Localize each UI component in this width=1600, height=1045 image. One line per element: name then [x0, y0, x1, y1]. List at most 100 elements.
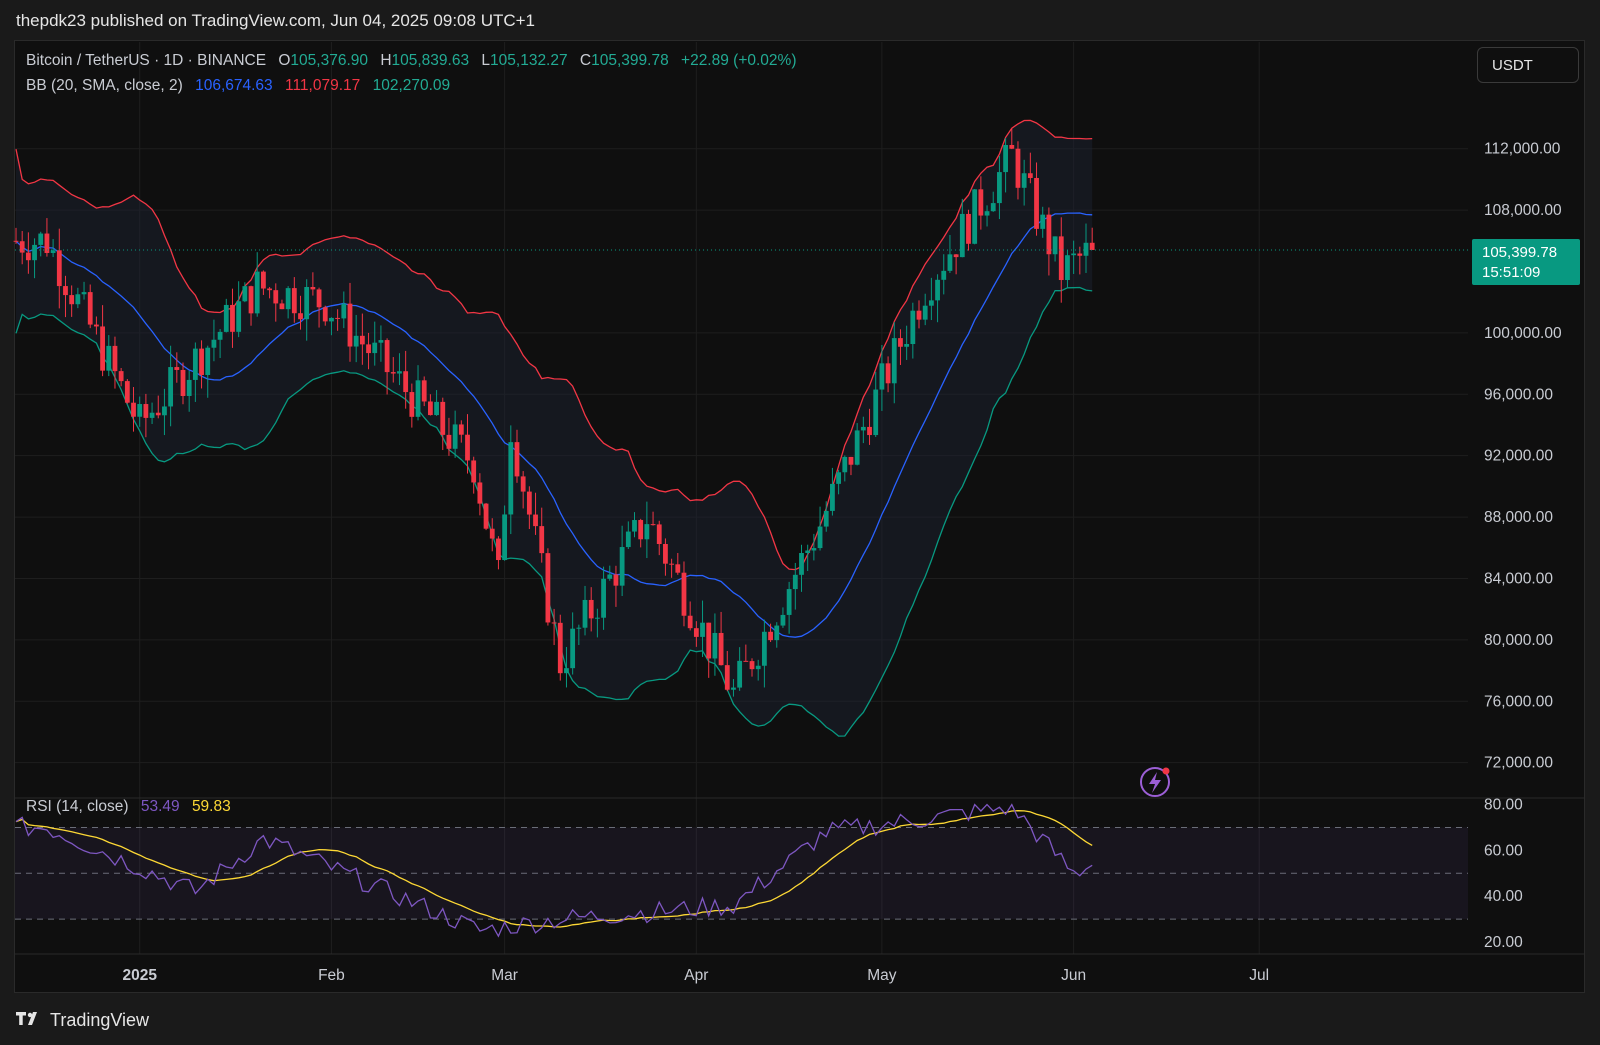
symbol-label[interactable]: Bitcoin / TetherUS · 1D · BINANCE [26, 52, 267, 69]
open-label: O [278, 52, 291, 69]
price-tick-label: 76,000.00 [1484, 693, 1553, 710]
publish-info: thepdk23 published on TradingView.com, J… [16, 11, 536, 30]
candle-body [372, 342, 378, 354]
candle-body [632, 520, 637, 532]
rsi-tick-label: 60.00 [1484, 842, 1523, 859]
price-tick-label: 112,000.00 [1484, 141, 1561, 158]
candle-body [1071, 253, 1077, 256]
candle-body [891, 338, 897, 384]
candle-body [1003, 145, 1008, 173]
candle-body [743, 660, 749, 662]
candle-body [143, 404, 149, 418]
candle-body [514, 442, 520, 477]
candle-body [341, 303, 347, 319]
brand-name: TradingView [50, 1010, 150, 1030]
lightning-alert-icon[interactable] [1140, 767, 1170, 797]
time-tick-label: Apr [684, 967, 708, 984]
candle-body [322, 307, 328, 322]
candle-body [601, 578, 606, 618]
candle-body [910, 310, 916, 345]
candle-body [465, 434, 470, 461]
currency-button[interactable]: USDT [1477, 47, 1579, 83]
candle-body [873, 389, 879, 436]
bb-label[interactable]: BB (20, SMA, close, 2) [26, 77, 183, 94]
candle-body [304, 287, 310, 320]
candle-body [675, 564, 681, 573]
candle-body [421, 380, 427, 402]
candle-body [38, 233, 44, 245]
candle-body [1058, 236, 1064, 281]
candle-body [137, 404, 143, 417]
candle-body [409, 392, 415, 417]
candle-body [81, 292, 87, 295]
candle-body [397, 371, 402, 374]
rsi-label[interactable]: RSI (14, close) [26, 798, 129, 815]
candle-body [749, 661, 755, 670]
time-tick-label: 2025 [122, 967, 157, 984]
candle-body [904, 344, 910, 347]
rsi-line [15, 803, 1093, 938]
candle-body [1077, 253, 1083, 256]
price-tick-label: 108,000.00 [1484, 202, 1562, 219]
candle-body [700, 622, 705, 637]
candle-body [223, 304, 229, 332]
candle-body [230, 304, 235, 332]
candle-body [625, 531, 631, 548]
candle-body [687, 615, 693, 629]
price-tick-label: 80,000.00 [1484, 632, 1553, 649]
candle-body [155, 412, 161, 416]
candle-body [174, 367, 180, 370]
candle-body [1021, 173, 1027, 188]
open-value: 105,376.90 [290, 52, 368, 69]
candle-body [508, 442, 514, 515]
candle-body [19, 241, 25, 253]
candle-body [335, 317, 341, 319]
time-tick-label: Feb [318, 967, 345, 984]
candle-body [811, 548, 817, 551]
bb-upper-line [15, 119, 1093, 571]
candle-body [248, 286, 254, 314]
candle-body [860, 426, 866, 431]
time-tick-label: Jul [1249, 967, 1269, 984]
candle-body [805, 550, 811, 554]
candle-body [496, 538, 501, 561]
high-label: H [380, 52, 392, 69]
candle-body [539, 526, 545, 554]
candle-body [131, 402, 136, 417]
bar-countdown: 15:51:09 [1482, 264, 1541, 281]
candle-body [427, 401, 433, 416]
time-tick-label: Jun [1061, 967, 1086, 984]
candle-body [168, 367, 174, 407]
footer [0, 993, 1600, 1045]
price-tick-label: 72,000.00 [1484, 755, 1553, 772]
candle-body [298, 313, 303, 320]
candle-body [56, 250, 62, 287]
candle-body [941, 270, 947, 280]
candle-body [106, 345, 112, 371]
candle-body [817, 526, 823, 549]
candle-body [254, 271, 260, 314]
candle-body [656, 524, 662, 545]
candle-body [100, 326, 105, 371]
candle-body [477, 482, 483, 504]
tradingview-logo[interactable]: TradingView [16, 1010, 149, 1031]
candle-body [1052, 236, 1058, 255]
candle-body [192, 348, 198, 380]
candle-body [638, 520, 644, 540]
candle-body [63, 286, 68, 296]
rsi-legend: RSI (14, close) 53.49 59.83 [26, 798, 231, 816]
candle-body [768, 631, 773, 641]
candle-body [32, 244, 37, 261]
chart-frame[interactable] [14, 40, 1585, 993]
candle-body [13, 240, 19, 242]
candle-body [582, 599, 588, 628]
candle-body [576, 627, 582, 629]
candle-body [823, 510, 829, 527]
candle-body [792, 574, 798, 590]
low-value: 105,132.27 [490, 52, 568, 69]
candle-body [693, 628, 699, 637]
candle-body [279, 303, 285, 310]
ohlc-legend: Bitcoin / TetherUS · 1D · BINANCE O105,3… [26, 52, 797, 70]
candle-body [50, 250, 56, 253]
